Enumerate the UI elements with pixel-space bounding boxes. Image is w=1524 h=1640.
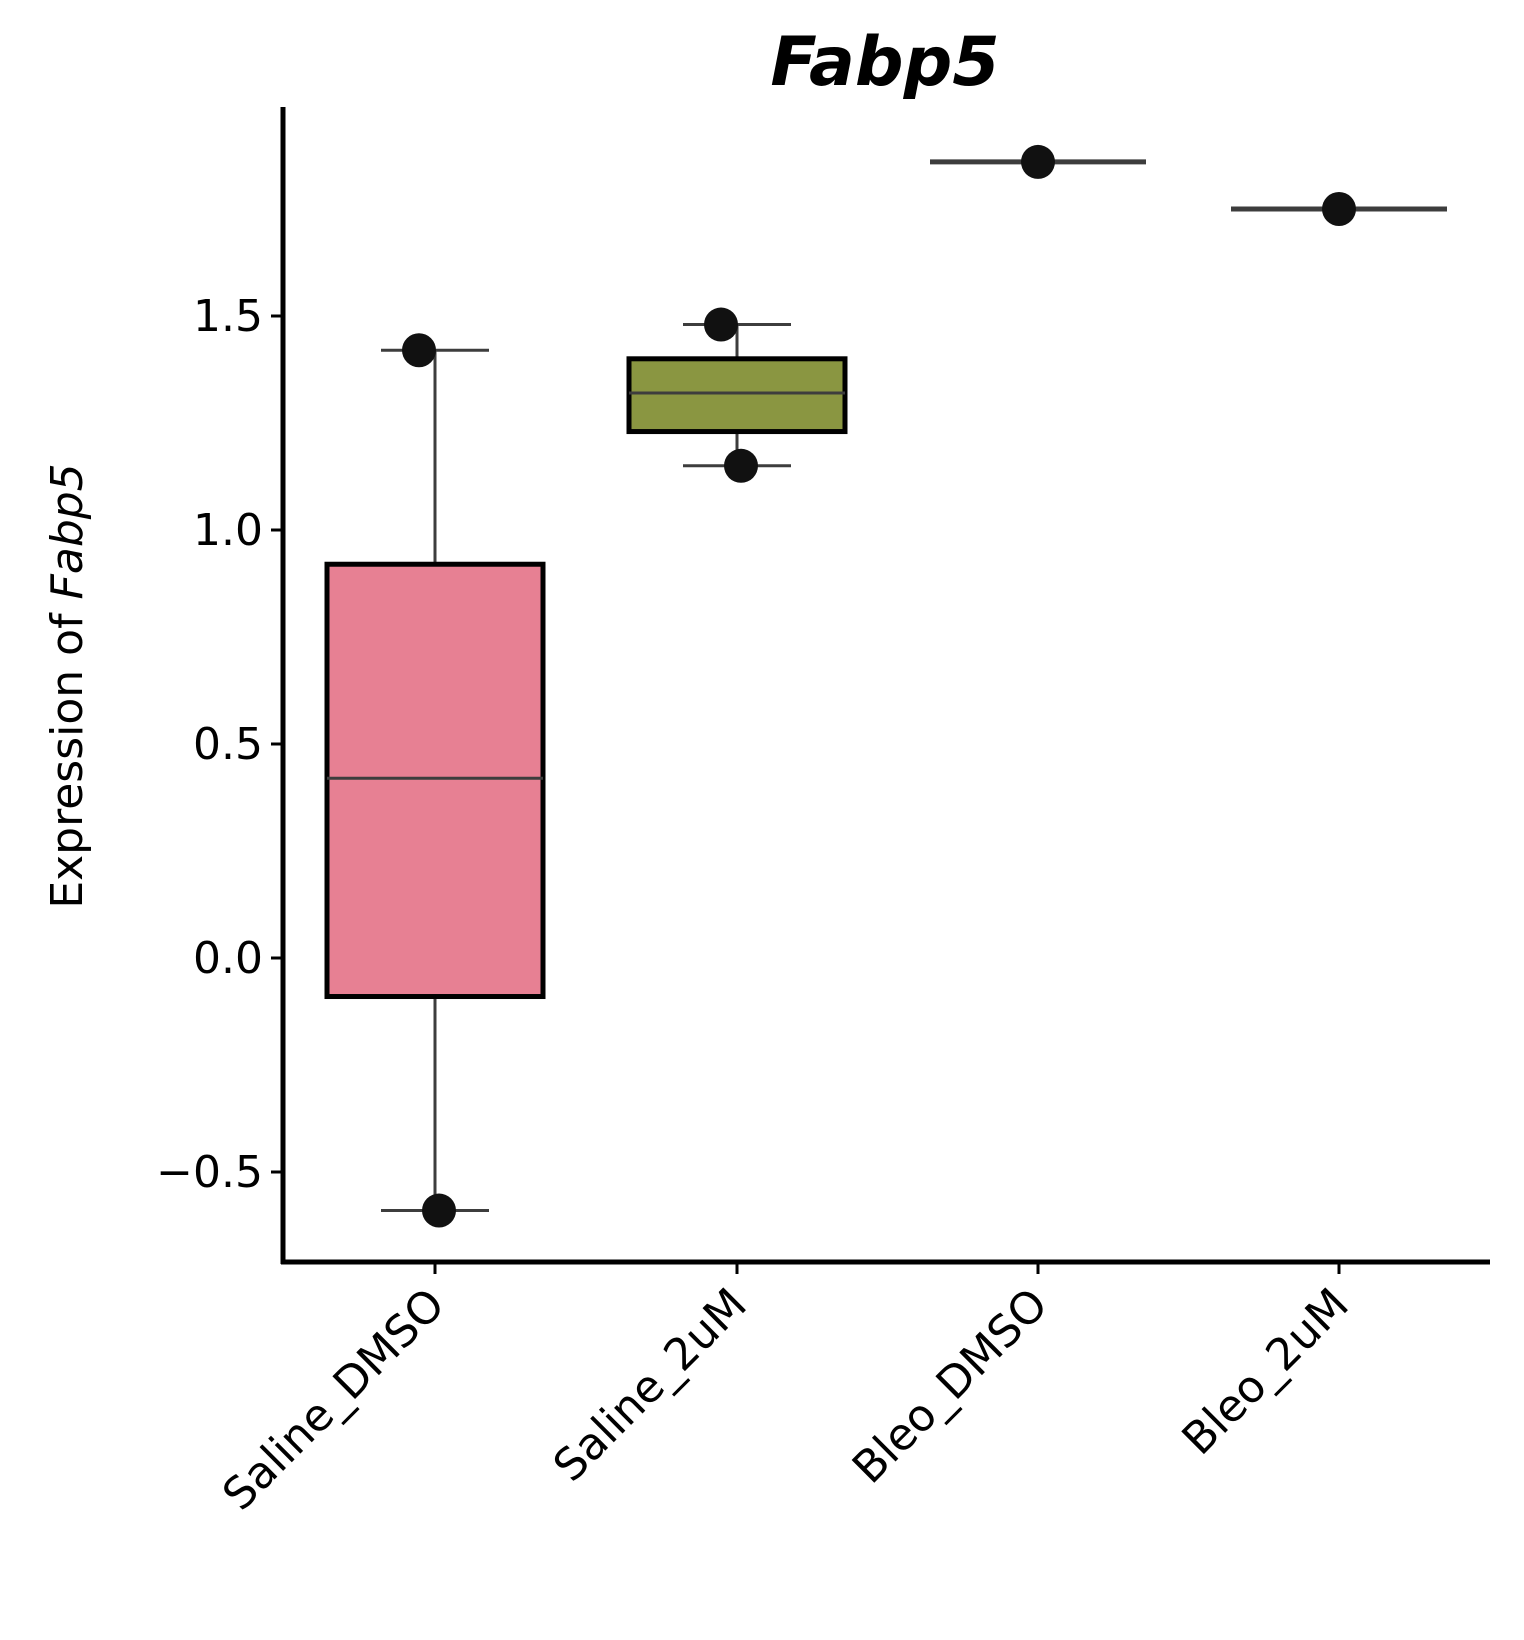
- data-point: [1021, 144, 1055, 179]
- box-iqr: [324, 561, 546, 1000]
- y-tick-label: 0.5: [193, 719, 263, 770]
- y-axis-label-gene: Fabp5: [42, 463, 93, 599]
- y-axis-label-prefix: Expression of: [42, 599, 93, 908]
- y-tick-label: 1.5: [193, 291, 263, 342]
- x-category-label: Bleo_DMSO: [843, 1279, 1058, 1494]
- data-point: [402, 333, 436, 368]
- data-point: [1322, 192, 1356, 226]
- chart-title: Fabp5: [770, 23, 999, 102]
- box-group-saline_2um: [626, 307, 848, 483]
- data-point: [422, 1193, 456, 1228]
- x-category-label: Bleo_2uM: [1173, 1279, 1359, 1465]
- y-tick-label: 0.0: [193, 933, 263, 984]
- plot-area: [324, 144, 1447, 1228]
- box-group-saline_dmso: [324, 333, 546, 1228]
- box-group-bleo_2um: [1231, 192, 1447, 226]
- x-category-label: Saline_2uM: [544, 1279, 757, 1492]
- y-tick-label: −0.5: [156, 1147, 263, 1198]
- y-axis-label: Expression of Fabp5: [42, 463, 93, 908]
- data-point: [704, 307, 738, 342]
- box-group-bleo_dmso: [930, 144, 1146, 179]
- box-iqr: [626, 356, 848, 435]
- y-tick-label: 1.0: [193, 505, 263, 556]
- data-point: [724, 448, 758, 483]
- x-category-label: Saline_DMSO: [213, 1279, 455, 1521]
